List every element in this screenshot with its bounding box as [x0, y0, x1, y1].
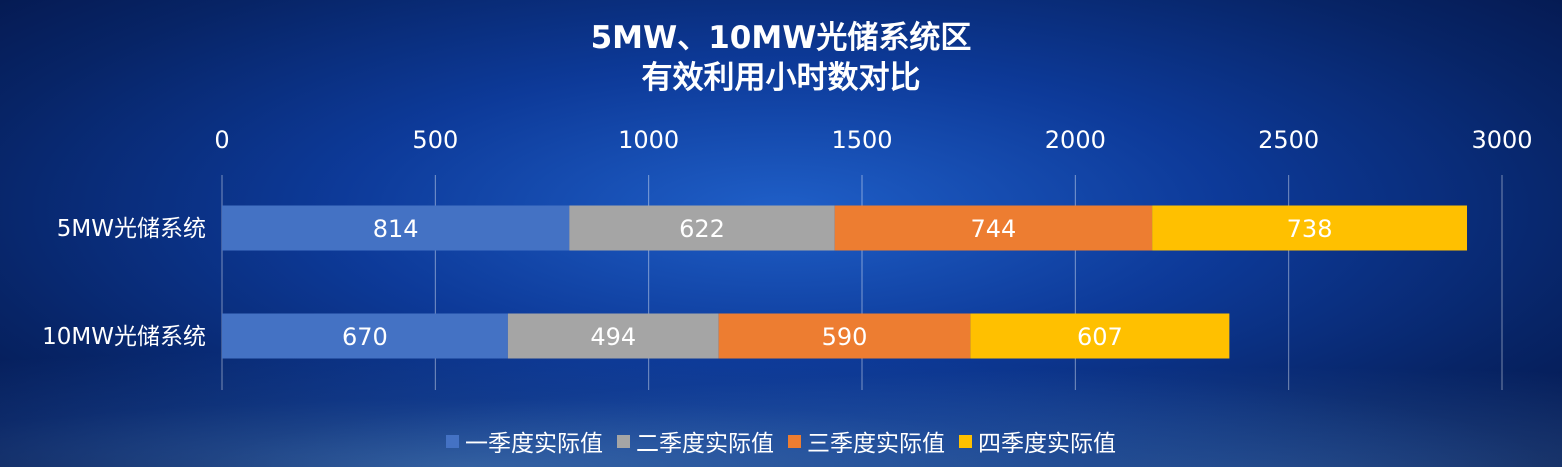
category-labels: 5MW光储系统 10MW光储系统 — [42, 216, 206, 350]
bar-segment — [222, 205, 570, 251]
x-tick-label: 2000 — [1045, 126, 1106, 154]
legend-item: 二季度实际值 — [617, 424, 774, 458]
legend-label: 二季度实际值 — [636, 431, 774, 457]
chart-title-line-2: 有效利用小时数对比 — [641, 60, 921, 96]
legend: 一季度实际值 二季度实际值 三季度实际值 四季度实际值 — [0, 424, 1562, 458]
x-tick-label: 500 — [412, 126, 458, 154]
x-tick-label: 1500 — [831, 126, 892, 154]
x-tick-label: 0 — [214, 126, 229, 154]
legend-label: 一季度实际值 — [465, 431, 603, 457]
legend-swatch — [446, 434, 459, 448]
legend-swatch — [959, 434, 972, 448]
bar-value-label: 494 — [590, 323, 636, 351]
legend-swatch — [617, 434, 630, 448]
bar-segment — [507, 313, 719, 359]
bar-segment — [718, 313, 971, 359]
category-label: 5MW光储系统 — [57, 216, 206, 242]
x-axis-ticks: 0 500 1000 1500 2000 2500 3000 — [214, 126, 1532, 154]
bar-segment — [1152, 205, 1468, 251]
legend-item: 一季度实际值 — [446, 424, 603, 458]
category-label: 10MW光储系统 — [42, 324, 206, 350]
bars: 814 622 744 738 670 494 590 607 — [222, 205, 1468, 359]
legend-label: 三季度实际值 — [807, 431, 945, 457]
chart-title: 5MW、10MW光储系统区 有效利用小时数对比 — [0, 18, 1562, 98]
bar-value-label: 814 — [373, 215, 419, 243]
bar-segment — [834, 205, 1153, 251]
legend-label: 四季度实际值 — [978, 431, 1116, 457]
bar-segment — [222, 313, 508, 359]
bar-value-label: 670 — [342, 323, 388, 351]
legend-item: 四季度实际值 — [959, 424, 1116, 458]
chart-title-line-1: 5MW、10MW光储系统区 — [590, 20, 972, 56]
legend-item: 三季度实际值 — [788, 424, 945, 458]
bar-value-label: 738 — [1287, 215, 1333, 243]
bar-value-label: 607 — [1077, 323, 1123, 351]
bar-value-label: 590 — [822, 323, 868, 351]
background-wave — [0, 347, 1562, 467]
bar-segment — [569, 205, 835, 251]
x-tick-label: 2500 — [1258, 126, 1319, 154]
bar-value-label: 744 — [971, 215, 1017, 243]
bar-segment — [970, 313, 1230, 359]
x-tick-label: 1000 — [618, 126, 679, 154]
bar-value-label: 622 — [679, 215, 725, 243]
legend-swatch — [788, 434, 801, 448]
x-tick-label: 3000 — [1471, 126, 1532, 154]
